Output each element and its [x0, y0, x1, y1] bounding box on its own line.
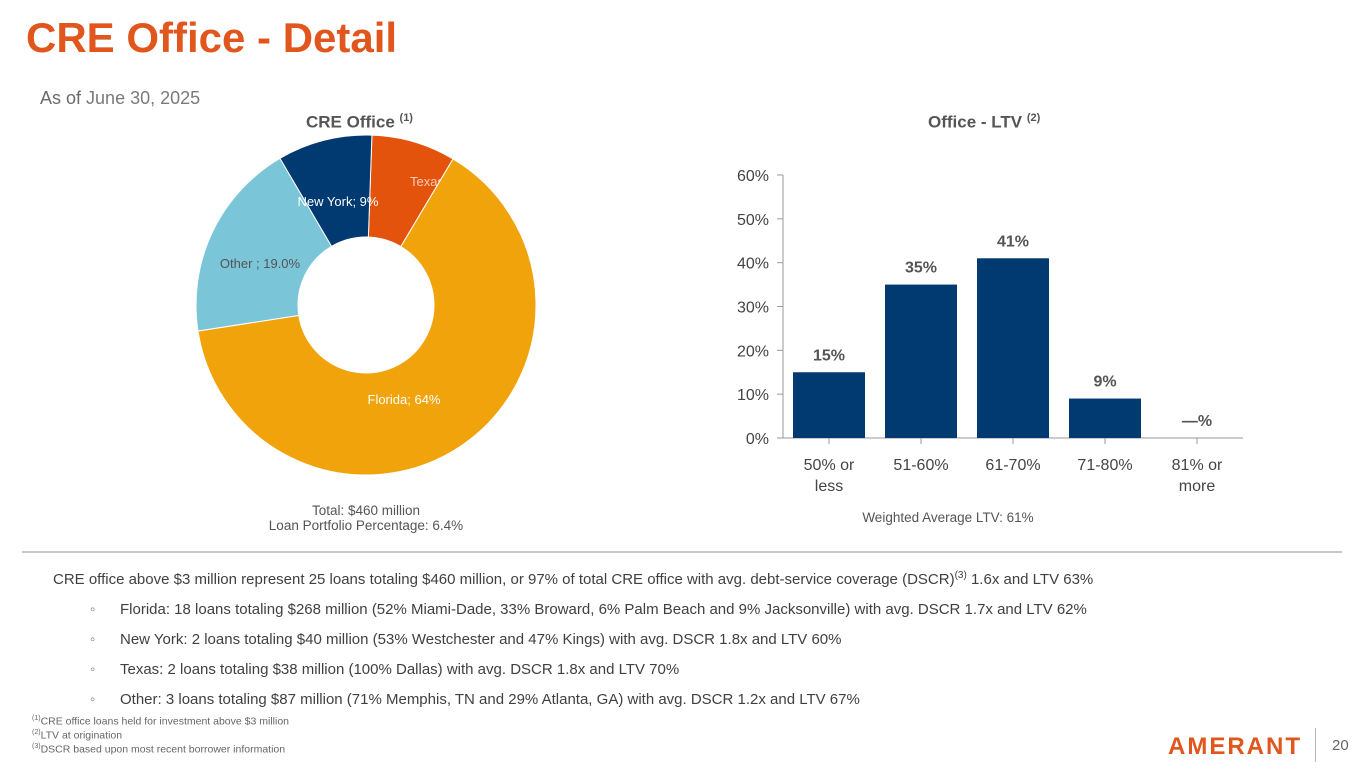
footnote-2: (2)LTV at origination	[32, 729, 122, 742]
footnote-sup: (1)	[32, 715, 41, 722]
y-tick-label: 10%	[737, 387, 769, 404]
pie-label: Other ; 19.0%	[220, 256, 301, 271]
x-tick-label: 50% or	[804, 457, 855, 474]
data-label: 9%	[1093, 374, 1116, 391]
pie-notes: Total: $460 million Loan Portfolio Perce…	[216, 503, 516, 533]
footnote-3: (3)DSCR based upon most recent borrower …	[32, 743, 285, 756]
bullet-text: Other: 3 loans totaling $87 million (71%…	[120, 691, 860, 708]
donut-chart: Texas; 8%Florida; 64%Other ; 19.0%New Yo…	[195, 134, 537, 476]
page-number: 20	[1332, 737, 1349, 754]
x-tick-label: less	[815, 478, 843, 495]
data-label: —%	[1182, 413, 1212, 430]
divider	[22, 551, 1342, 553]
logo-divider	[1315, 728, 1316, 762]
summary-main: CRE office above $3 million represent 25…	[53, 571, 955, 588]
as-of-value: June 30, 2025	[86, 88, 201, 108]
footnote-sup: (3)	[32, 743, 41, 750]
y-tick-label: 50%	[737, 212, 769, 229]
footnote-text: DSCR based upon most recent borrower inf…	[40, 743, 286, 756]
bar	[1069, 398, 1141, 438]
bar	[977, 258, 1049, 438]
bar-title-sup: (2)	[1026, 112, 1041, 124]
pie-slice-other	[195, 157, 333, 332]
pie-total: Total: $460 million	[311, 503, 421, 518]
pie-slice-new-york	[279, 134, 373, 248]
as-of-label: As of	[40, 88, 82, 108]
pie-label: Florida; 64%	[368, 392, 441, 407]
pie-chart-title: CRE Office (1)	[306, 112, 413, 133]
bullet-text: Florida: 18 loans totaling $268 million …	[120, 601, 1087, 618]
bullet-icon: ◦	[90, 661, 96, 678]
as-of-date: As of June 30, 2025	[40, 88, 200, 109]
bullet-icon: ◦	[90, 631, 96, 648]
bullet-icon: ◦	[90, 691, 96, 708]
data-label: 35%	[905, 260, 937, 277]
pie-title-text: CRE Office	[306, 112, 395, 132]
y-tick-label: 40%	[737, 256, 769, 273]
pie-slice-florida	[197, 158, 537, 476]
data-label: 41%	[997, 233, 1029, 250]
footnote-sup: (2)	[32, 729, 41, 736]
footnote-text: LTV at origination	[40, 729, 123, 742]
pie-title-sup: (1)	[399, 112, 413, 124]
bar-chart-title: Office - LTV (2)	[928, 112, 1040, 133]
bar-chart: 0% 10% 20% 30% 40% 50% 60% 15% 50% or less 35% 51-6…	[737, 168, 1243, 495]
bullet-new-york: ◦ New York: 2 loans totaling $40 million …	[90, 631, 842, 648]
y-tick-label: 60%	[737, 168, 769, 185]
bar-title-text: Office - LTV	[928, 112, 1023, 132]
footnote-text: CRE office loans held for investment abo…	[40, 715, 289, 728]
pie-portfolio-pct: Loan Portfolio Percentage: 6.4%	[268, 518, 464, 533]
bar	[793, 372, 865, 438]
bar-note: Weighted Average LTV: 61%	[862, 510, 1034, 525]
bullet-icon: ◦	[90, 601, 96, 618]
footnote-1: (1)CRE office loans held for investment …	[32, 715, 289, 728]
bullet-texas: ◦ Texas: 2 loans totaling $38 million (10…	[90, 661, 679, 678]
x-tick-label: 71-80%	[1077, 457, 1132, 474]
amerant-logo: AMERANT	[1168, 733, 1302, 760]
bullet-florida: ◦ Florida: 18 loans totaling $268 million…	[90, 601, 1087, 618]
summary-sup: (3)	[954, 570, 967, 581]
x-tick-label: 61-70%	[985, 457, 1040, 474]
bullet-text: Texas: 2 loans totaling $38 million (100…	[120, 661, 680, 678]
pie-label: New York; 9%	[298, 194, 379, 209]
bullet-other: ◦ Other: 3 loans totaling $87 million (71…	[90, 691, 860, 708]
y-tick-label: 30%	[737, 300, 769, 317]
y-tick-label: 20%	[737, 343, 769, 360]
x-tick-label: 81% or	[1172, 457, 1223, 474]
y-tick-label: 0%	[746, 431, 769, 448]
bullet-text: New York: 2 loans totaling $40 million (…	[120, 631, 842, 648]
summary-tail: 1.6x and LTV 63%	[966, 571, 1094, 588]
summary-text: CRE office above $3 million represent 25…	[53, 570, 1093, 588]
x-tick-label: 51-60%	[893, 457, 948, 474]
bar	[885, 284, 957, 438]
page-title: CRE Office - Detail	[26, 14, 398, 61]
x-tick-label: more	[1179, 478, 1216, 495]
data-label: 15%	[813, 347, 845, 364]
